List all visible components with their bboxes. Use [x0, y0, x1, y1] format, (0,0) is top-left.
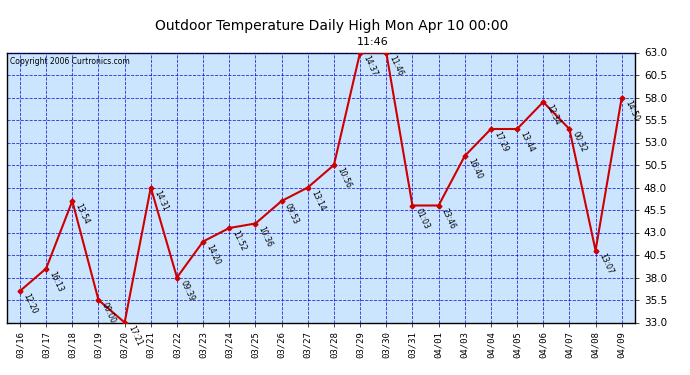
- Text: 12:34: 12:34: [544, 104, 562, 127]
- Text: 09:39: 09:39: [178, 279, 196, 303]
- Text: 14:20: 14:20: [204, 243, 222, 266]
- Text: 23:46: 23:46: [440, 207, 457, 231]
- Text: 09:53: 09:53: [283, 202, 300, 226]
- Text: 16:13: 16:13: [48, 270, 65, 293]
- Text: 00:00: 00:00: [100, 302, 117, 325]
- Text: 11:46: 11:46: [388, 54, 405, 77]
- Text: 14:31: 14:31: [152, 189, 170, 212]
- Text: 16:40: 16:40: [466, 158, 484, 181]
- Text: 12:20: 12:20: [21, 292, 39, 316]
- Text: 17:29: 17:29: [492, 130, 510, 154]
- Text: Copyright 2006 Curtronics.com: Copyright 2006 Curtronics.com: [10, 57, 130, 66]
- Text: 17:21: 17:21: [126, 324, 144, 347]
- Text: 11:46: 11:46: [357, 37, 389, 47]
- Text: 13:14: 13:14: [309, 189, 326, 212]
- Text: 14:50: 14:50: [623, 99, 640, 123]
- Text: 13:44: 13:44: [518, 130, 536, 154]
- Text: 14:37: 14:37: [362, 54, 379, 78]
- Text: 00:32: 00:32: [571, 130, 588, 154]
- Text: 13:07: 13:07: [597, 252, 614, 276]
- Text: 10:56: 10:56: [335, 166, 353, 190]
- Text: Outdoor Temperature Daily High Mon Apr 10 00:00: Outdoor Temperature Daily High Mon Apr 1…: [155, 19, 508, 33]
- Text: 10:36: 10:36: [257, 225, 274, 249]
- Text: 01:03: 01:03: [414, 207, 431, 231]
- Text: 13:54: 13:54: [74, 202, 91, 226]
- Text: 11:52: 11:52: [230, 230, 248, 253]
